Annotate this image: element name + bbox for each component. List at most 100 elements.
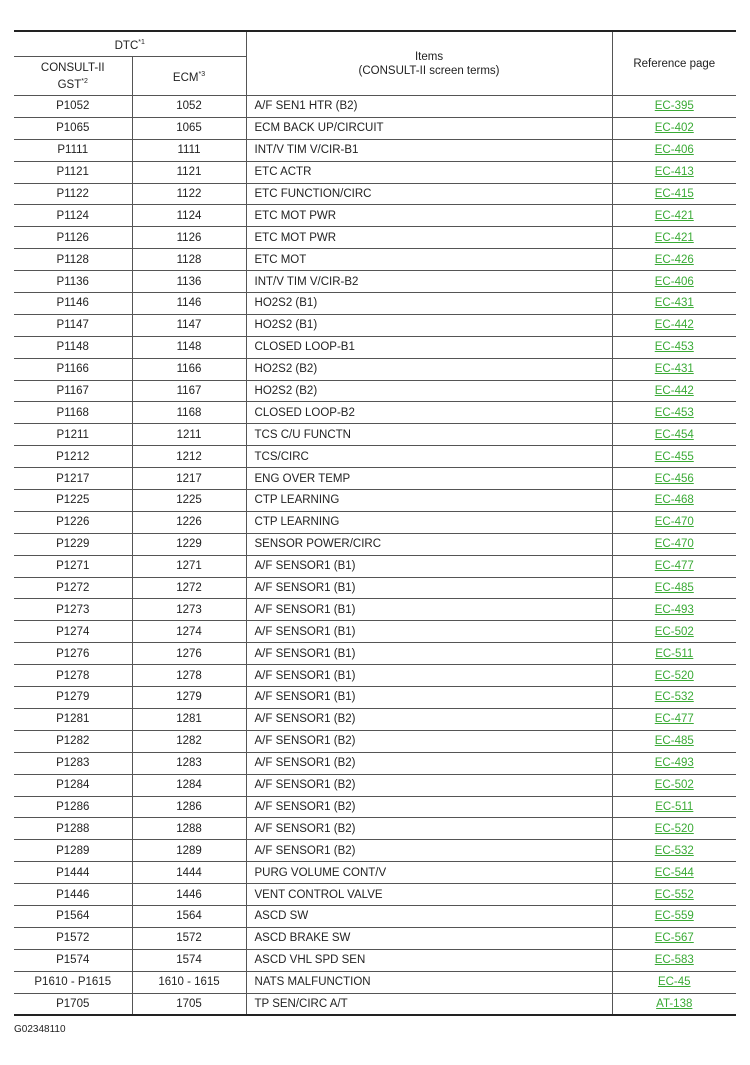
reference-link[interactable]: EC-552	[654, 888, 694, 901]
reference-link[interactable]: EC-532	[654, 691, 694, 704]
reference-link[interactable]: EC-402	[654, 122, 694, 135]
consult-gst-code-cell: P1168	[14, 401, 133, 425]
reference-link[interactable]: EC-493	[654, 603, 694, 616]
dtc-header: DTC*1	[14, 30, 247, 57]
reference-link[interactable]: EC-532	[654, 844, 694, 857]
reference-link-cell: EC-511	[611, 795, 737, 819]
consult-gst-code-cell: P1128	[14, 248, 133, 272]
reference-link[interactable]: EC-511	[655, 647, 694, 660]
reference-link-cell: EC-470	[611, 532, 737, 556]
reference-link[interactable]: EC-442	[654, 385, 694, 398]
reference-link[interactable]: EC-493	[654, 757, 694, 770]
table-row: P1211 1211 TCS C/U FUNCTN EC-454	[14, 423, 737, 447]
consult-gst-code-cell: P1273	[14, 598, 133, 622]
item-name-cell: HO2S2 (B2)	[245, 379, 613, 403]
reference-link[interactable]: EC-415	[654, 188, 694, 200]
reference-link-cell: EC-520	[611, 664, 737, 688]
table-row: P1564 1564 ASCD SW EC-559	[14, 904, 737, 928]
table-row: P1289 1289 A/F SENSOR1 (B2) EC-532	[14, 839, 737, 863]
reference-link[interactable]: EC-431	[654, 363, 694, 376]
reference-link-cell: EC-426	[611, 248, 737, 272]
reference-link[interactable]: EC-511	[655, 800, 694, 813]
reference-link[interactable]: EC-426	[654, 253, 694, 266]
reference-link[interactable]: EC-470	[654, 516, 694, 529]
ecm-code-cell: 1564	[131, 904, 247, 928]
table-row: P1446 1446 VENT CONTROL VALVE EC-552	[14, 883, 737, 906]
reference-link[interactable]: EC-559	[654, 910, 694, 923]
reference-link[interactable]: EC-485	[654, 582, 694, 595]
reference-link[interactable]: EC-502	[654, 779, 694, 792]
reference-link[interactable]: EC-468	[654, 494, 694, 507]
table-row: P1283 1283 A/F SENSOR1 (B2) EC-493	[14, 751, 737, 775]
reference-link-cell: EC-552	[611, 883, 737, 906]
item-name-cell: PURG VOLUME CONT/V	[245, 861, 613, 885]
ecm-code-cell: 1288	[131, 817, 247, 841]
reference-link-cell: EC-455	[611, 445, 737, 469]
reference-link[interactable]: EC-470	[654, 538, 694, 551]
reference-link[interactable]: EC-421	[654, 231, 694, 244]
reference-link[interactable]: EC-406	[654, 275, 694, 288]
item-name-cell: A/F SENSOR1 (B2)	[245, 839, 613, 863]
item-name-cell: TCS/CIRC	[245, 445, 613, 469]
consult-gst-header: CONSULT-II GST*2	[14, 56, 133, 96]
reference-link[interactable]: EC-520	[654, 669, 694, 682]
reference-link-cell: EC-431	[611, 292, 737, 315]
consult-gst-code-cell: P1574	[14, 948, 133, 972]
item-name-cell: A/F SENSOR1 (B1)	[245, 576, 613, 600]
reference-link[interactable]: EC-454	[654, 428, 694, 441]
reference-link[interactable]: EC-485	[654, 735, 694, 748]
reference-link[interactable]: EC-567	[654, 932, 694, 945]
consult-gst-code-cell: P1446	[14, 883, 133, 906]
reference-link[interactable]: EC-544	[654, 866, 694, 879]
reference-link-cell: EC-470	[611, 510, 737, 534]
reference-link[interactable]: EC-456	[654, 472, 694, 485]
ecm-code-cell: 1111	[131, 138, 247, 162]
reference-link[interactable]: EC-421	[654, 209, 694, 222]
item-name-cell: ECM BACK UP/CIRCUIT	[245, 116, 613, 140]
reference-link[interactable]: EC-520	[654, 822, 694, 835]
reference-link[interactable]: EC-453	[654, 406, 694, 419]
table-row: P1610 - P1615 1610 - 1615 NATS MALFUNCTION…	[14, 970, 737, 994]
reference-link[interactable]: EC-45	[657, 976, 691, 989]
consult-gst-code-cell: P1564	[14, 904, 133, 928]
ecm-code-cell: 1273	[131, 598, 247, 622]
reference-link[interactable]: AT-138	[656, 997, 693, 1010]
table-row: P1126 1126 ETC MOT PWR EC-421	[14, 226, 737, 250]
ecm-code-cell: 1271	[131, 554, 247, 578]
ecm-code-cell: 1274	[131, 620, 247, 644]
reference-link[interactable]: EC-477	[654, 713, 694, 726]
item-name-cell: ETC FUNCTION/CIRC	[245, 182, 613, 206]
reference-link[interactable]: EC-477	[654, 560, 694, 573]
item-name-cell: A/F SENSOR1 (B1)	[245, 598, 613, 622]
reference-link-cell: EC-45	[611, 970, 737, 994]
item-name-cell: TCS C/U FUNCTN	[245, 423, 613, 447]
reference-link[interactable]: EC-431	[654, 297, 694, 310]
reference-link[interactable]: EC-442	[654, 319, 694, 332]
reference-link[interactable]: EC-455	[654, 450, 694, 463]
reference-link[interactable]: EC-413	[654, 166, 694, 179]
reference-link[interactable]: EC-502	[654, 625, 694, 638]
item-name-cell: INT/V TIM V/CIR-B2	[245, 270, 613, 294]
ecm-code-cell: 1168	[131, 401, 247, 425]
consult-gst-code-cell: P1610 - P1615	[14, 970, 133, 994]
ecm-code-cell: 1286	[131, 795, 247, 819]
consult-gst-code-cell: P1124	[14, 204, 133, 228]
table-row: P1124 1124 ETC MOT PWR EC-421	[14, 204, 737, 228]
reference-link-cell: EC-456	[611, 467, 737, 491]
reference-link-cell: EC-493	[611, 598, 737, 622]
ecm-code-cell: 1147	[131, 313, 247, 337]
item-name-cell: A/F SENSOR1 (B2)	[245, 773, 613, 797]
ecm-code-cell: 1444	[131, 861, 247, 885]
consult-gst-code-cell: P1288	[14, 817, 133, 841]
reference-link-cell: EC-502	[611, 773, 737, 797]
reference-link[interactable]: EC-583	[654, 954, 694, 967]
reference-link[interactable]: EC-406	[654, 144, 694, 157]
table-row: P1273 1273 A/F SENSOR1 (B1) EC-493	[14, 598, 737, 622]
reference-link[interactable]: EC-395	[654, 100, 694, 113]
reference-link-cell: EC-454	[611, 423, 737, 447]
consult-gst-code-cell: P1167	[14, 379, 133, 403]
consult-gst-code-cell: P1226	[14, 510, 133, 534]
reference-link[interactable]: EC-453	[654, 341, 694, 354]
item-name-cell: A/F SENSOR1 (B1)	[245, 620, 613, 644]
reference-link-cell: AT-138	[611, 992, 737, 1016]
